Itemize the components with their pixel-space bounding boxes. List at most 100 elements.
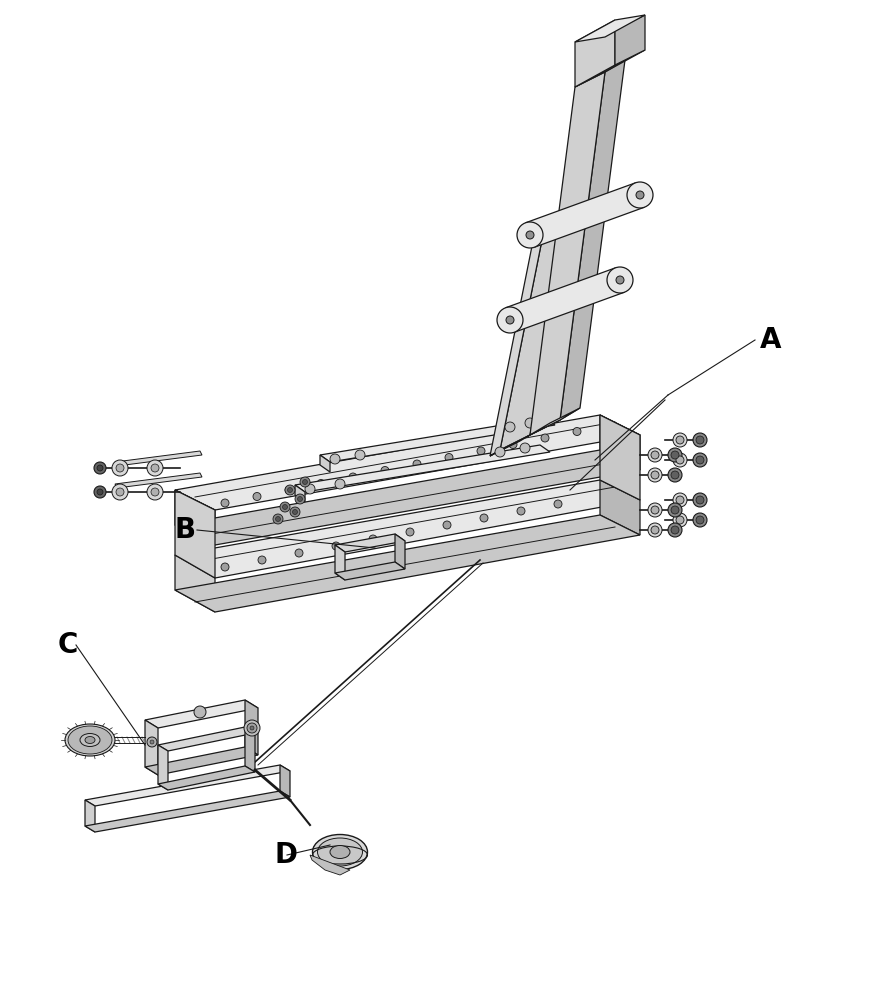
Circle shape: [354, 450, 365, 460]
Polygon shape: [85, 765, 289, 806]
Circle shape: [675, 456, 683, 464]
Circle shape: [675, 516, 683, 524]
Polygon shape: [599, 415, 639, 470]
Polygon shape: [335, 545, 345, 580]
Circle shape: [573, 428, 581, 436]
Circle shape: [647, 448, 661, 462]
Polygon shape: [158, 727, 254, 751]
Circle shape: [650, 506, 659, 514]
Circle shape: [695, 516, 703, 524]
Circle shape: [476, 447, 484, 455]
Circle shape: [151, 464, 159, 472]
Circle shape: [519, 443, 530, 453]
Polygon shape: [310, 855, 350, 875]
Polygon shape: [530, 408, 580, 435]
Polygon shape: [574, 15, 645, 42]
Polygon shape: [335, 534, 404, 552]
Circle shape: [480, 514, 488, 522]
Circle shape: [96, 465, 103, 471]
Ellipse shape: [85, 736, 95, 744]
Ellipse shape: [80, 734, 100, 746]
Circle shape: [667, 503, 681, 517]
Polygon shape: [295, 445, 549, 492]
Circle shape: [287, 488, 292, 492]
Circle shape: [670, 526, 678, 534]
Circle shape: [250, 726, 253, 730]
Text: C: C: [58, 631, 78, 659]
Polygon shape: [158, 745, 168, 790]
Circle shape: [146, 460, 163, 476]
Polygon shape: [530, 72, 604, 435]
Circle shape: [650, 471, 659, 479]
Circle shape: [692, 513, 706, 527]
Circle shape: [304, 484, 315, 494]
Circle shape: [151, 488, 159, 496]
Circle shape: [258, 556, 266, 564]
Circle shape: [667, 448, 681, 462]
Circle shape: [273, 514, 282, 524]
Circle shape: [695, 496, 703, 504]
Circle shape: [667, 523, 681, 537]
Circle shape: [443, 521, 451, 529]
Circle shape: [505, 316, 513, 324]
Circle shape: [150, 740, 153, 744]
Polygon shape: [175, 415, 639, 510]
Circle shape: [285, 486, 293, 494]
Text: B: B: [175, 516, 196, 544]
Circle shape: [297, 496, 303, 502]
Circle shape: [194, 706, 206, 718]
Circle shape: [381, 466, 389, 475]
Circle shape: [412, 460, 420, 468]
Circle shape: [112, 484, 128, 500]
Circle shape: [692, 433, 706, 447]
Polygon shape: [525, 183, 644, 247]
Circle shape: [116, 464, 124, 472]
Circle shape: [300, 477, 310, 487]
Circle shape: [673, 513, 686, 527]
Circle shape: [626, 182, 652, 208]
Polygon shape: [245, 700, 258, 755]
Circle shape: [495, 447, 504, 457]
Circle shape: [647, 468, 661, 482]
Circle shape: [295, 494, 304, 504]
Circle shape: [221, 499, 229, 507]
Circle shape: [253, 492, 260, 500]
Circle shape: [146, 484, 163, 500]
Polygon shape: [574, 20, 614, 87]
Circle shape: [292, 510, 297, 514]
Polygon shape: [175, 490, 215, 545]
Polygon shape: [395, 534, 404, 569]
Circle shape: [675, 436, 683, 444]
Ellipse shape: [68, 726, 112, 754]
Polygon shape: [599, 480, 639, 535]
Circle shape: [285, 485, 295, 495]
Circle shape: [673, 453, 686, 467]
Circle shape: [525, 231, 533, 239]
Polygon shape: [175, 555, 215, 612]
Circle shape: [496, 307, 523, 333]
Circle shape: [524, 418, 534, 428]
Polygon shape: [158, 766, 254, 790]
Circle shape: [282, 504, 287, 510]
Polygon shape: [499, 210, 574, 450]
Circle shape: [650, 451, 659, 459]
Polygon shape: [85, 791, 289, 832]
Polygon shape: [145, 747, 258, 775]
Circle shape: [692, 493, 706, 507]
Circle shape: [96, 489, 103, 495]
Circle shape: [275, 516, 280, 522]
Circle shape: [509, 440, 517, 448]
Circle shape: [635, 191, 643, 199]
Polygon shape: [245, 727, 254, 772]
Circle shape: [673, 433, 686, 447]
Circle shape: [553, 500, 561, 508]
Polygon shape: [145, 700, 258, 728]
Circle shape: [368, 535, 376, 543]
Polygon shape: [175, 480, 639, 578]
Circle shape: [540, 434, 548, 442]
Polygon shape: [505, 268, 624, 332]
Polygon shape: [85, 800, 95, 832]
Circle shape: [94, 486, 106, 498]
Polygon shape: [319, 455, 330, 472]
Circle shape: [289, 507, 300, 517]
